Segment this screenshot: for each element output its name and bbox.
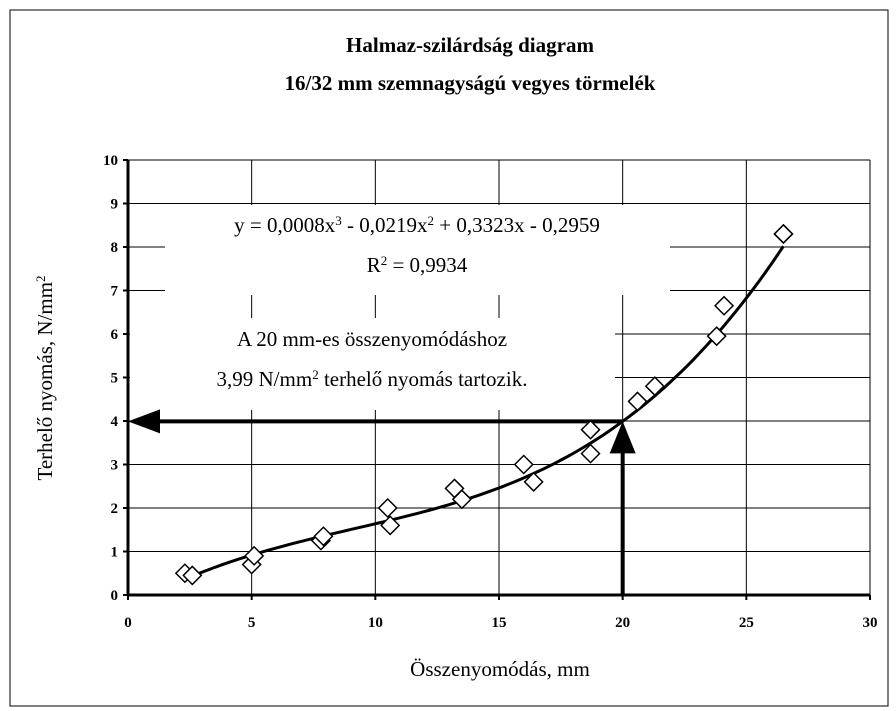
y-tick-label: 6 (111, 327, 119, 343)
r-squared-part: = 0,9934 (387, 253, 468, 277)
point (313, 526, 334, 547)
trendline-equation-part: - 0,0219x (342, 213, 428, 237)
point (513, 454, 534, 475)
r-squared-part: 2 (381, 253, 388, 268)
annotation-part: A 20 mm-es összenyomódáshoz (237, 327, 507, 351)
y-tick-label: 5 (111, 371, 119, 387)
y-tick-label: 0 (111, 588, 119, 604)
annotation: A 20 mm-es összenyomódáshoz (237, 327, 507, 351)
point (706, 326, 727, 347)
annotation-part: terhelő nyomás tartozik. (319, 367, 528, 391)
x-tick-label: 15 (492, 615, 507, 631)
point (773, 223, 794, 245)
y-tick-label: 2 (111, 501, 119, 517)
label-box (130, 318, 615, 410)
arrow-head (128, 409, 160, 434)
trendline-equation-part: y = 0,0008x (234, 213, 336, 237)
y-tick-label: 9 (111, 197, 119, 213)
trendline-equation-part: + 0,3323x - 0,2959 (434, 213, 600, 237)
x-tick-label: 20 (615, 615, 630, 631)
chart-subtitle: 16/32 mm szemnagyságú vegyes törmelék (285, 71, 656, 95)
trendline-equation: y = 0,0008x3 - 0,0219x2 + 0,3323x - 0,29… (234, 213, 600, 238)
y-tick-label: 8 (111, 240, 119, 256)
r-squared: R2 = 0,9934 (367, 253, 468, 278)
chart-title: Halmaz-szilárdság diagram (346, 33, 594, 57)
point (244, 545, 265, 566)
y-tick-label: 3 (111, 458, 119, 474)
point (182, 565, 203, 586)
point (380, 515, 401, 536)
point (644, 376, 665, 397)
x-axis-label: Összenyomódás, mm (410, 657, 590, 681)
point (627, 391, 648, 412)
point (580, 443, 601, 464)
y-tick-label: 4 (111, 414, 119, 430)
y-tick-label: 7 (111, 284, 119, 300)
trendline-equation-part: 3 (335, 213, 342, 228)
y-axis-label-text: Terhelő nyomás, N/mm (33, 282, 57, 481)
point (377, 497, 398, 519)
trendline-equation-part: 2 (428, 213, 435, 228)
annotation-part: 2 (312, 367, 319, 382)
x-tick-label: 10 (368, 615, 383, 631)
y-axis-label-sup: 2 (33, 275, 48, 282)
x-tick-label: 25 (739, 615, 754, 631)
label-box (165, 205, 670, 295)
point (523, 471, 544, 492)
point (580, 419, 601, 440)
point (451, 489, 472, 510)
annotation-part: 3,99 N/mm (217, 367, 313, 391)
trendline (184, 245, 785, 581)
point (714, 295, 735, 316)
y-axis-label: Terhelő nyomás, N/mm2 (33, 275, 58, 480)
x-tick-label: 30 (863, 615, 878, 631)
r-squared-part: R (367, 253, 381, 277)
y-tick-label: 1 (111, 545, 119, 561)
x-tick-label: 0 (124, 615, 132, 631)
annotation: 3,99 N/mm2 terhelő nyomás tartozik. (217, 367, 528, 392)
x-tick-label: 5 (248, 615, 256, 631)
y-tick-label: 10 (103, 153, 118, 169)
arrow-head (609, 421, 636, 454)
